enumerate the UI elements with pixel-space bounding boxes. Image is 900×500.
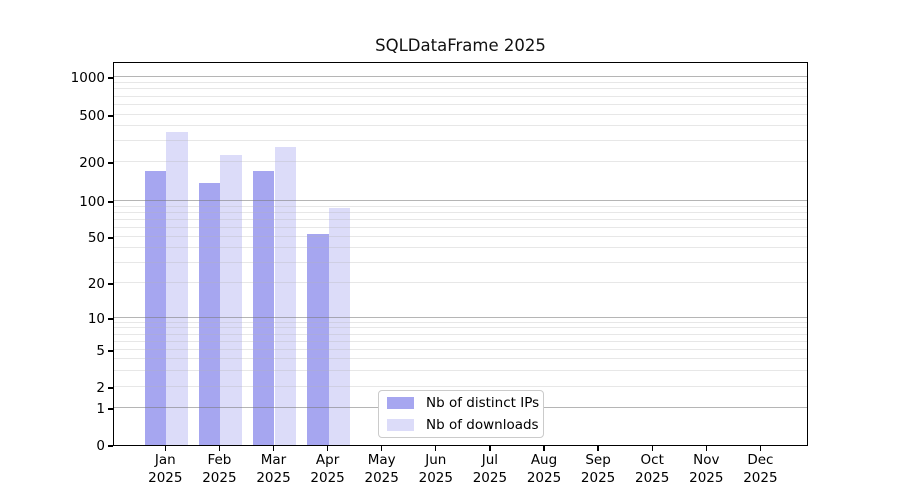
y-tick-label: 0: [53, 437, 105, 455]
y-tick-mark: [108, 201, 113, 202]
y-tick-mark: [108, 77, 113, 78]
legend-item-downloads: Nb of downloads: [379, 417, 543, 434]
legend: Nb of distinct IPs Nb of downloads: [378, 390, 544, 438]
x-tick-month: Dec: [728, 452, 792, 470]
gridline-major: [114, 200, 807, 201]
y-tick-label: 500: [53, 107, 105, 125]
x-tick-mark: [165, 446, 166, 451]
x-tick-mark: [543, 446, 544, 451]
gridline-minor: [114, 236, 807, 237]
gridline-minor: [114, 206, 807, 207]
gridline-major: [114, 317, 807, 318]
gridline-minor: [114, 322, 807, 323]
gridline-minor: [114, 88, 807, 89]
y-tick-label: 50: [53, 229, 105, 247]
gridline-minor: [114, 227, 807, 228]
x-tick-year: 2025: [728, 470, 792, 488]
bar-feb-downloads: [220, 155, 242, 445]
x-tick-mark: [219, 446, 220, 451]
legend-swatch: [387, 419, 414, 431]
gridline-major: [114, 76, 807, 77]
gridline-minor: [114, 247, 807, 248]
chart-title: SQLDataFrame 2025: [113, 36, 808, 56]
gridline-minor: [114, 104, 807, 105]
y-tick-label: 5: [53, 342, 105, 360]
bar-apr-distinct-ips: [307, 234, 329, 445]
gridline-minor: [114, 212, 807, 213]
gridline-minor: [114, 140, 807, 141]
x-tick-mark: [435, 446, 436, 451]
x-tick-mark: [760, 446, 761, 451]
x-tick-mark: [706, 446, 707, 451]
x-tick-mark: [273, 446, 274, 451]
gridline-minor: [114, 341, 807, 342]
y-tick-label: 2: [53, 379, 105, 397]
legend-swatch: [387, 397, 414, 409]
y-tick-mark: [108, 350, 113, 351]
gridline-minor: [114, 349, 807, 350]
y-tick-label: 1: [53, 400, 105, 418]
gridline-minor: [114, 161, 807, 162]
x-tick-mark: [381, 446, 382, 451]
y-tick-mark: [108, 387, 113, 388]
x-tick-mark: [327, 446, 328, 451]
y-tick-mark: [108, 283, 113, 284]
y-tick-label: 1000: [53, 69, 105, 87]
y-tick-mark: [108, 445, 113, 446]
gridline-minor: [114, 125, 807, 126]
legend-label: Nb of distinct IPs: [426, 395, 539, 412]
y-tick-label: 10: [53, 310, 105, 328]
figure: SQLDataFrame 2025 0 1 2 5 10 20 50 100 200 500 100…: [0, 0, 900, 500]
x-tick-mark: [597, 446, 598, 451]
legend-item-distinct-ips: Nb of distinct IPs: [379, 395, 543, 412]
legend-label: Nb of downloads: [426, 417, 539, 434]
y-tick-mark: [108, 237, 113, 238]
gridline-minor: [114, 282, 807, 283]
gridline-minor: [114, 327, 807, 328]
y-tick-mark: [108, 408, 113, 409]
gridline-minor: [114, 334, 807, 335]
x-tick-mark: [489, 446, 490, 451]
y-tick-label: 200: [53, 154, 105, 172]
gridline-minor: [114, 82, 807, 83]
gridline-minor: [114, 96, 807, 97]
gridline-minor: [114, 219, 807, 220]
plot-area: [113, 62, 808, 446]
gridline-minor: [114, 262, 807, 263]
bar-feb-distinct-ips: [199, 183, 221, 445]
x-tick-mark: [652, 446, 653, 451]
gridline-minor: [114, 358, 807, 359]
bar-mar-downloads: [275, 147, 297, 445]
x-tick-label-dec: Dec2025: [728, 452, 792, 487]
gridline-minor: [114, 370, 807, 371]
y-tick-mark: [108, 162, 113, 163]
y-tick-label: 20: [53, 275, 105, 293]
y-tick-mark: [108, 318, 113, 319]
y-tick-label: 100: [53, 193, 105, 211]
bar-jan-downloads: [166, 132, 188, 445]
gridline-minor: [114, 114, 807, 115]
y-tick-mark: [108, 115, 113, 116]
gridline-minor: [114, 386, 807, 387]
